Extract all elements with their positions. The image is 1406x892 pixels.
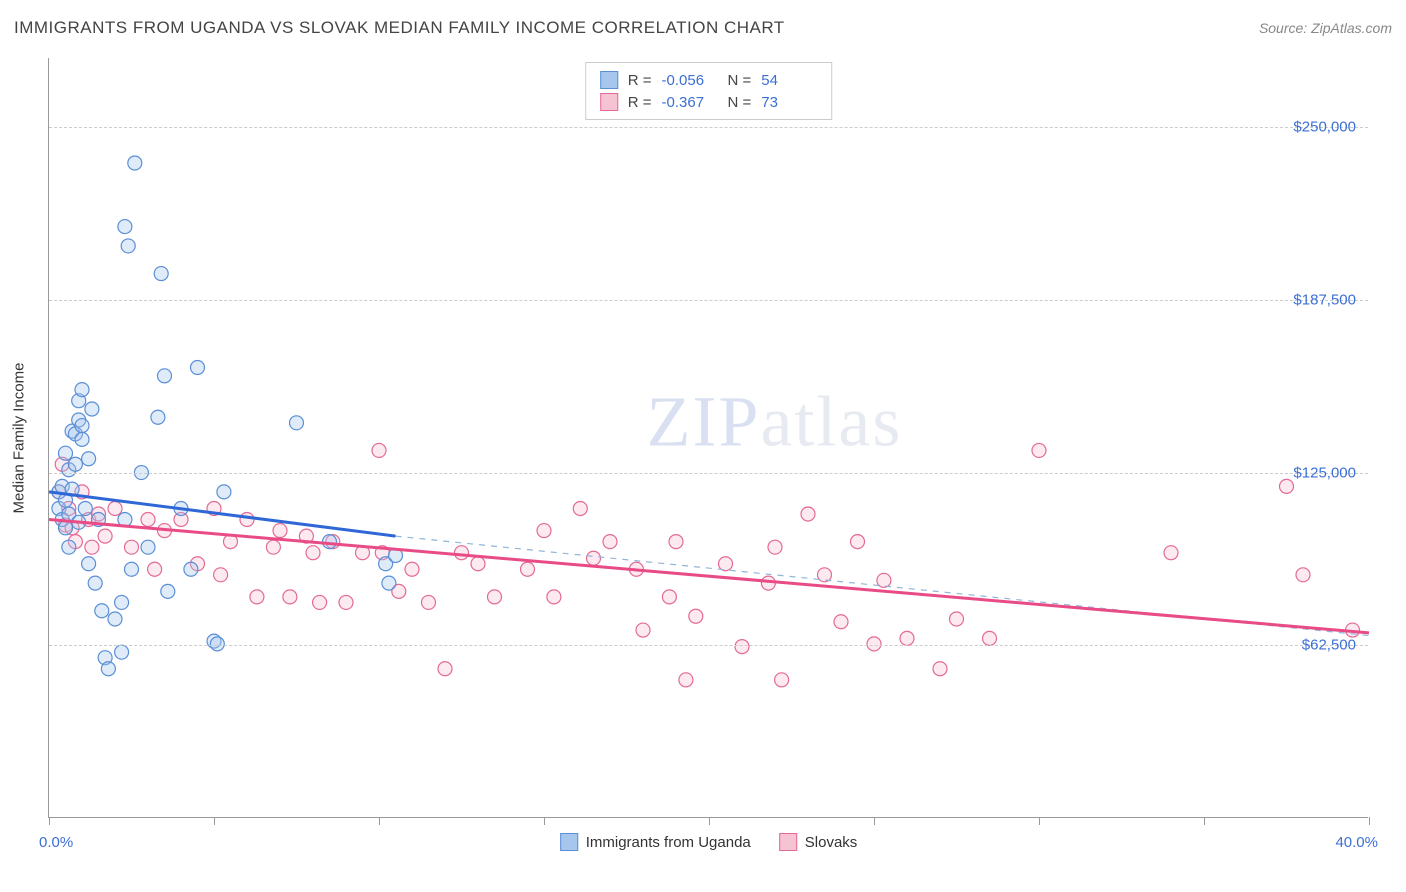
swatch-blue-icon bbox=[560, 833, 578, 851]
y-tick-label: $187,500 bbox=[1293, 291, 1356, 308]
bottom-legend: Immigrants from Uganda Slovaks bbox=[560, 833, 858, 851]
x-tick bbox=[1369, 817, 1370, 825]
x-tick bbox=[379, 817, 380, 825]
chart-title: IMMIGRANTS FROM UGANDA VS SLOVAK MEDIAN … bbox=[14, 18, 785, 38]
x-tick bbox=[709, 817, 710, 825]
x-tick bbox=[544, 817, 545, 825]
x-tick bbox=[49, 817, 50, 825]
swatch-pink-icon bbox=[779, 833, 797, 851]
x-tick bbox=[214, 817, 215, 825]
x-axis-min-label: 0.0% bbox=[39, 834, 73, 851]
grid-line bbox=[49, 473, 1368, 474]
source-credit: Source: ZipAtlas.com bbox=[1259, 20, 1392, 36]
chart-svg bbox=[49, 58, 1368, 817]
x-tick bbox=[1204, 817, 1205, 825]
y-tick-label: $125,000 bbox=[1293, 464, 1356, 481]
y-tick-label: $62,500 bbox=[1302, 637, 1356, 654]
legend-item-pink: Slovaks bbox=[779, 833, 858, 851]
x-axis-max-label: 40.0% bbox=[1335, 834, 1378, 851]
plot-area: Median Family Income ZIPatlas R = -0.056… bbox=[48, 58, 1368, 818]
legend-item-blue: Immigrants from Uganda bbox=[560, 833, 751, 851]
x-tick bbox=[1039, 817, 1040, 825]
grid-line bbox=[49, 645, 1368, 646]
grid-line bbox=[49, 300, 1368, 301]
x-tick bbox=[874, 817, 875, 825]
y-axis-title: Median Family Income bbox=[11, 362, 28, 513]
grid-line bbox=[49, 127, 1368, 128]
y-tick-label: $250,000 bbox=[1293, 119, 1356, 136]
